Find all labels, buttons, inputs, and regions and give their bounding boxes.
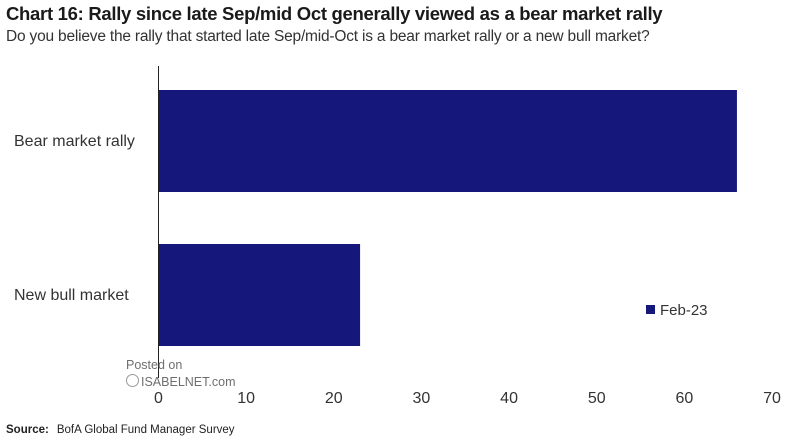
chart-title: Chart 16: Rally since late Sep/mid Oct g… [6, 3, 663, 24]
watermark-line2: ISABELNET.com [141, 375, 236, 389]
source-label: Source: [6, 424, 49, 436]
x-tick-label: 60 [675, 390, 693, 407]
watermark-line1: Posted on [126, 358, 183, 372]
legend-swatch [646, 305, 655, 314]
source-note: Source: BofA Global Fund Manager Survey [6, 424, 235, 436]
bar-new-bull-market [158, 244, 361, 346]
x-tick-label: 40 [500, 390, 518, 407]
category-label: Bear market rally [14, 133, 135, 150]
x-tick-label: 0 [154, 390, 163, 407]
x-tick-label: 50 [588, 390, 606, 407]
legend-label: Feb-23 [660, 302, 708, 319]
bar-bear-market-rally [158, 90, 737, 192]
watermark: Posted on ISABELNET.com [126, 357, 235, 391]
x-tick-label: 70 [763, 390, 781, 407]
chart-subtitle: Do you believe the rally that started la… [6, 28, 650, 45]
x-tick-label: 10 [237, 390, 255, 407]
x-tick-label: 30 [413, 390, 431, 407]
category-label: New bull market [14, 287, 129, 304]
watermark-logo-icon [126, 374, 139, 387]
source-text: BofA Global Fund Manager Survey [56, 424, 235, 436]
x-tick-label: 20 [325, 390, 343, 407]
